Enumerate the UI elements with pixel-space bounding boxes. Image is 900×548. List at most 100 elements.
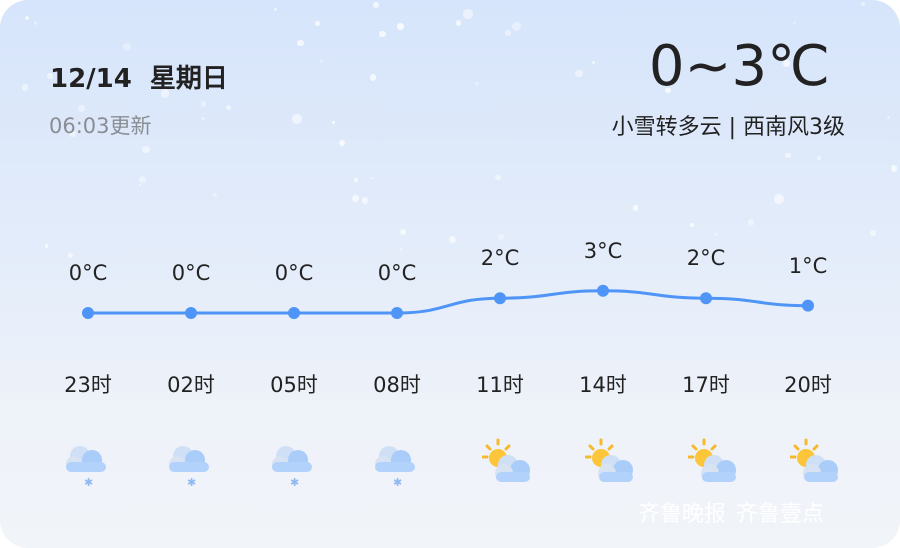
temperature-label: 3°C <box>583 238 623 263</box>
light-snow-icon: ✱ <box>165 438 213 489</box>
watermark-brand1: 齐鲁晚报 <box>638 502 727 527</box>
temperature-point <box>802 299 814 312</box>
snowflake <box>399 229 406 236</box>
temperature-point <box>597 284 609 297</box>
snowflake <box>455 20 462 26</box>
snowflake <box>816 155 822 161</box>
snowflake <box>139 183 142 187</box>
update-time: 06:03更新 <box>49 114 152 138</box>
hour-label: 05时 <box>270 373 318 397</box>
snowflake <box>448 235 457 243</box>
snowflake <box>361 197 369 205</box>
temperature-range: 0~3℃ <box>648 34 830 99</box>
light-snow-icon: ✱ <box>268 438 316 489</box>
snowflake <box>369 73 377 81</box>
snowflake <box>67 252 74 259</box>
snowflake <box>33 21 37 25</box>
snowflake <box>352 195 360 203</box>
snowflake <box>320 59 323 63</box>
snowflake <box>122 42 132 52</box>
snowflake <box>747 219 754 226</box>
svg-text:✱: ✱ <box>187 476 196 488</box>
temperature-point <box>494 292 506 305</box>
light-snow-icon: ✱ <box>371 438 419 489</box>
snowflake <box>297 39 304 47</box>
svg-text:✱: ✱ <box>84 476 93 488</box>
snowflake <box>795 122 800 127</box>
snowflake <box>474 81 479 86</box>
temperature-label: 2°C <box>686 246 726 271</box>
watermark-logo: 齐鲁晚报 齐鲁壹点 <box>638 496 824 528</box>
snowflake <box>774 194 784 204</box>
snowflake <box>354 178 358 183</box>
snowflake <box>511 22 521 32</box>
weather-description: 小雪转多云 | 西南风3级 <box>611 115 845 140</box>
date-text: 12/14 <box>50 64 132 94</box>
temperature-point <box>700 292 712 305</box>
snowflake <box>373 2 379 8</box>
snowflake <box>462 9 473 19</box>
snowflake <box>339 140 345 146</box>
snowflake <box>21 84 29 91</box>
snowflake <box>315 20 320 26</box>
snowflake <box>68 129 77 137</box>
snowflake <box>225 104 232 111</box>
snowflake <box>273 7 278 12</box>
temperature-point <box>185 307 197 319</box>
snowflake <box>292 113 303 124</box>
hour-label: 20时 <box>784 373 832 397</box>
hour-label: 11时 <box>476 373 524 397</box>
partly-cloudy-icon <box>687 438 736 482</box>
snowflake <box>495 174 501 181</box>
snowflake <box>792 21 796 25</box>
snowflake <box>138 175 146 184</box>
snowflake <box>575 69 583 78</box>
snowflake <box>870 230 876 236</box>
snowflake <box>371 177 374 180</box>
snowflake <box>397 23 404 30</box>
snowflake <box>664 87 671 94</box>
snowflake <box>713 233 717 237</box>
snowflake <box>399 248 403 252</box>
snowflake <box>213 193 218 198</box>
hour-label: 14时 <box>579 373 627 397</box>
svg-text:✱: ✱ <box>393 476 402 488</box>
snowflake <box>632 204 639 211</box>
snowflake <box>379 31 386 38</box>
temperature-label: 0°C <box>377 261 417 285</box>
snowflake <box>332 121 335 124</box>
temperature-point <box>391 307 403 319</box>
snowflake <box>887 115 891 120</box>
watermark-brand2: 齐鲁壹点 <box>736 502 825 527</box>
light-snow-icon: ✱ <box>62 438 110 489</box>
temperature-point <box>82 307 94 319</box>
snowflake <box>77 104 85 112</box>
snowflake <box>46 72 53 79</box>
temperature-point <box>288 307 300 319</box>
snowflake <box>754 117 761 123</box>
snowflake <box>24 15 30 21</box>
snowflake <box>890 165 898 172</box>
svg-text:✱: ✱ <box>290 476 299 488</box>
snowflake <box>142 145 150 154</box>
hour-label: 08时 <box>373 373 421 397</box>
snowflake <box>782 59 790 68</box>
temperature-line <box>88 289 809 315</box>
snowflake <box>498 234 504 240</box>
snowflake <box>160 89 170 99</box>
snowflake <box>860 1 865 6</box>
snowflake <box>689 223 695 228</box>
snowflake <box>591 60 596 64</box>
snowflake <box>785 152 791 159</box>
snowflake <box>200 101 207 107</box>
temperature-label: 1°C <box>788 253 828 278</box>
partly-cloudy-icon <box>481 438 530 482</box>
snowflake <box>45 244 49 248</box>
hour-label: 02时 <box>167 373 215 397</box>
temperature-label: 0°C <box>171 261 211 285</box>
temperature-label: 2°C <box>480 246 520 271</box>
temperature-label: 0°C <box>274 261 314 285</box>
temperature-label: 0°C <box>68 261 108 285</box>
